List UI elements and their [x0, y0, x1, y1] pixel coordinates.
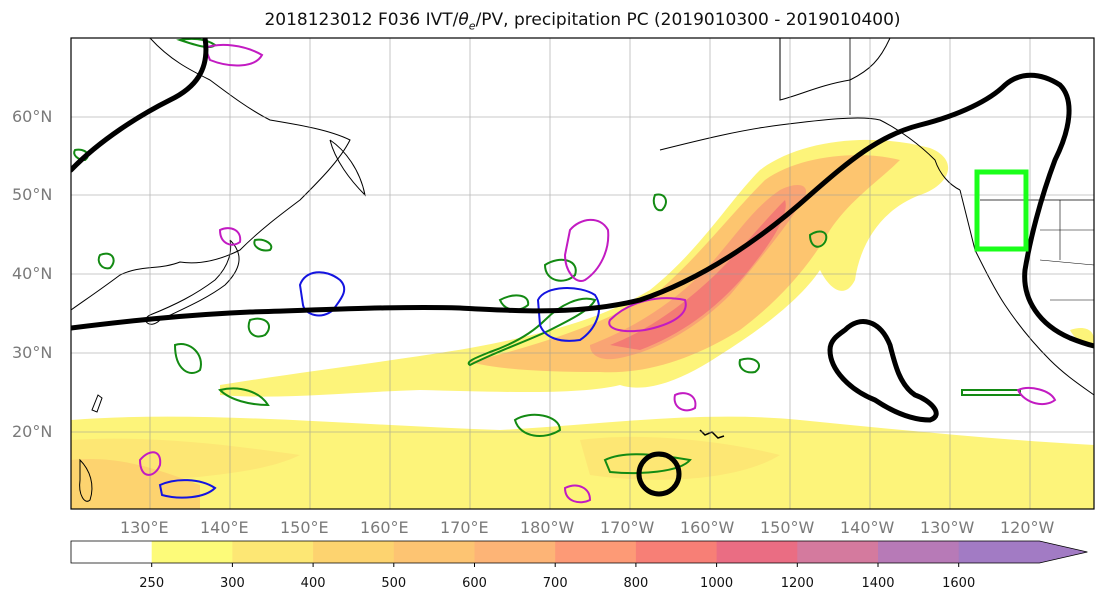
pv-green-4 [513, 413, 562, 437]
colorbar-segment [797, 541, 879, 563]
coast-philippines [79, 458, 93, 502]
lon-label: 170°E [440, 518, 489, 537]
colorbar-segment [232, 541, 314, 563]
colorbar-segment [71, 541, 153, 563]
theta-e-small-loop [636, 451, 682, 497]
coast-asia [71, 38, 351, 311]
lon-label: 130°W [920, 518, 975, 537]
coast-japan [145, 239, 240, 325]
lon-label: 150°W [760, 518, 815, 537]
colorbar-label: 700 [542, 576, 568, 591]
ivt-band-tropical [71, 416, 1094, 509]
pv-green-3 [467, 297, 597, 367]
graticule [71, 38, 1094, 509]
lat-label: 40°N [12, 264, 53, 283]
target-region-box [974, 169, 1029, 252]
pv-magenta-2 [563, 218, 610, 282]
pv-green-1 [498, 294, 530, 311]
pv-magenta-6 [1016, 387, 1057, 406]
colorbar-label: 1200 [780, 576, 814, 591]
pv-green-7 [173, 343, 202, 374]
pv-magenta-7 [203, 43, 264, 67]
lon-label: 150°E [280, 518, 329, 537]
pv-green-5 [603, 453, 692, 475]
colorbar-segment [555, 541, 637, 563]
colorbar-segment [474, 541, 556, 563]
lon-label: 140°W [840, 518, 895, 537]
theta-e-main [71, 72, 1094, 349]
pv-green-2 [543, 258, 577, 282]
pv-magenta-3 [218, 227, 242, 246]
pv-green-15 [73, 148, 89, 162]
lon-label: 130°E [120, 518, 169, 537]
lon-label: 140°E [200, 518, 249, 537]
colorbar-segment [635, 541, 718, 563]
map-frame [70, 37, 1095, 510]
colorbar-label: 1000 [700, 576, 734, 591]
pv-contours-magenta [138, 43, 1057, 504]
colorbar-outline [70, 540, 1088, 564]
coastlines [71, 38, 1094, 502]
colorbar [70, 540, 1088, 567]
pv-green-6 [247, 317, 270, 338]
border-states [1039, 200, 1094, 301]
lat-label: 60°N [12, 107, 53, 126]
map-plot-area [71, 38, 1094, 509]
ivt-river-inner [590, 185, 807, 360]
colorbar-label: 400 [300, 576, 326, 591]
lat-label: 50°N [12, 185, 53, 204]
theta-e-loop [827, 319, 939, 423]
colorbar-label: 1400 [861, 576, 895, 591]
pv-blue-1 [298, 271, 346, 317]
pv-magenta-4 [138, 451, 162, 476]
lon-label: 180°W [520, 518, 575, 537]
lon-label: 160°W [680, 518, 735, 537]
pv-green-8 [218, 387, 270, 407]
pv-green-10 [808, 230, 828, 248]
coast-north-america [959, 189, 1094, 396]
theta-e-contours [71, 38, 1094, 497]
pv-magenta-5 [673, 392, 697, 412]
map-title: 2018123012 F036 IVT/θe/PV, precipitation… [264, 10, 901, 33]
lon-label: 160°E [360, 518, 409, 537]
colorbar-label: 500 [381, 576, 407, 591]
lon-label: 120°W [1000, 518, 1055, 537]
pv-blue-2 [536, 287, 600, 342]
colorbar-label: 600 [462, 576, 487, 591]
lon-label: 170°W [600, 518, 655, 537]
pv-green-13 [97, 252, 115, 270]
colorbar-label: 800 [623, 576, 649, 591]
coast-taiwan [91, 394, 103, 413]
pv-green-16 [253, 238, 273, 252]
lat-label: 30°N [12, 343, 53, 362]
colorbar-label: 1600 [942, 576, 976, 591]
colorbar-segment [313, 541, 395, 563]
colorbar-segment [151, 541, 233, 563]
pv-green-11 [652, 193, 667, 212]
theta-e-northwest [71, 38, 209, 173]
colorbar-segment [393, 541, 475, 563]
pv-contours-blue [158, 271, 600, 499]
colorbar-label: 300 [219, 576, 245, 591]
lat-label: 20°N [12, 422, 53, 441]
ivt-near-coast [1070, 328, 1094, 345]
pv-blue-3 [158, 479, 217, 499]
colorbar-extend-arrow [958, 541, 1088, 563]
colorbar-label: 250 [139, 576, 165, 591]
colorbar-segment [716, 541, 798, 563]
colorbar-segment [878, 541, 960, 563]
coast-alaska [659, 117, 961, 191]
pv-green-9 [738, 357, 760, 374]
pv-magenta-8 [563, 484, 592, 504]
